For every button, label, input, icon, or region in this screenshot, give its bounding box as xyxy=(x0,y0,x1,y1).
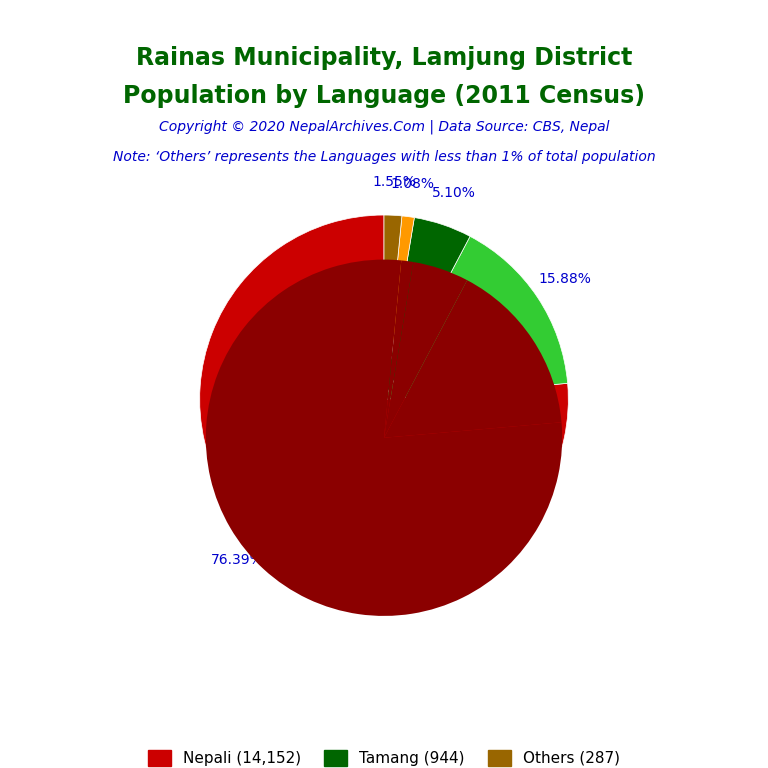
Text: 76.39%: 76.39% xyxy=(210,553,263,567)
Wedge shape xyxy=(384,260,413,438)
Wedge shape xyxy=(206,260,562,616)
Wedge shape xyxy=(200,215,568,584)
Text: 5.10%: 5.10% xyxy=(432,187,475,200)
Text: Population by Language (2011 Census): Population by Language (2011 Census) xyxy=(123,84,645,108)
Text: Copyright © 2020 NepalArchives.Com | Data Source: CBS, Nepal: Copyright © 2020 NepalArchives.Com | Dat… xyxy=(159,119,609,134)
Text: Note: ‘Others’ represents the Languages with less than 1% of total population: Note: ‘Others’ represents the Languages … xyxy=(113,150,655,164)
Wedge shape xyxy=(384,215,402,399)
Wedge shape xyxy=(384,262,467,438)
Text: 1.08%: 1.08% xyxy=(390,177,435,190)
Wedge shape xyxy=(384,260,402,438)
Legend: Nepali (14,152), Gurung (2,943), Tamang (944), Newar (201), Others (287): Nepali (14,152), Gurung (2,943), Tamang … xyxy=(142,744,626,768)
Wedge shape xyxy=(384,217,470,399)
Text: Rainas Municipality, Lamjung District: Rainas Municipality, Lamjung District xyxy=(136,46,632,70)
Wedge shape xyxy=(384,216,415,399)
Text: 1.55%: 1.55% xyxy=(372,175,416,189)
Text: 15.88%: 15.88% xyxy=(539,272,591,286)
Wedge shape xyxy=(384,237,568,399)
Wedge shape xyxy=(384,280,561,438)
